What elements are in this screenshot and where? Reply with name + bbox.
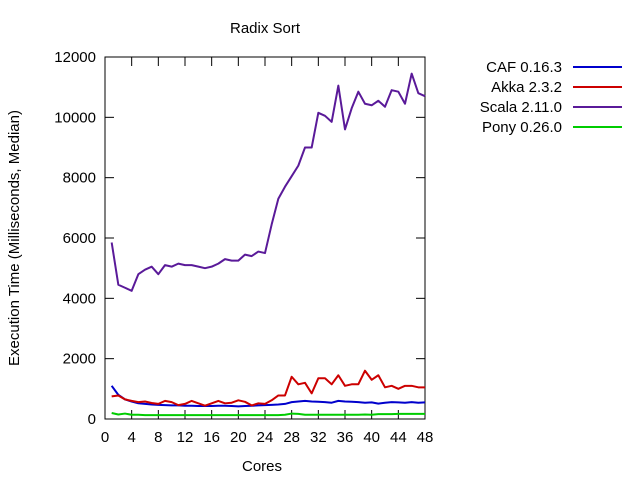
legend-label: Scala 2.11.0 (480, 99, 562, 116)
legend-label: Pony 0.26.0 (482, 119, 562, 136)
x-tick-label: 12 (177, 429, 194, 446)
y-tick-label: 12000 (54, 49, 96, 66)
series-lines (110, 72, 426, 417)
x-tick-label: 36 (337, 429, 354, 446)
y-tick-label: 10000 (54, 109, 96, 126)
x-tick-label: 28 (283, 429, 300, 446)
x-tick-label: 40 (363, 429, 380, 446)
x-tick-label: 0 (101, 429, 109, 446)
x-tick-label: 44 (390, 429, 407, 446)
legend-label: CAF 0.16.3 (486, 59, 562, 76)
y-tick-label: 6000 (63, 230, 96, 247)
series-line (111, 411, 425, 417)
x-tick-label: 8 (154, 429, 162, 446)
legend: CAF 0.16.3 Akka 2.3.2 Scala 2.11.0 Pony 0.2… (480, 59, 622, 136)
x-axis: 0 4 8 12 16 20 24 28 32 36 40 44 48 (101, 57, 434, 446)
y-axis-label: Execution Time (Milliseconds, Median) (6, 110, 23, 366)
x-tick-label: 24 (257, 429, 274, 446)
series-line (110, 72, 426, 292)
series-line (110, 385, 426, 408)
x-tick-label: 4 (127, 429, 135, 446)
y-tick-label: 4000 (63, 290, 96, 307)
x-axis-label: Cores (242, 458, 282, 475)
series-line (111, 369, 425, 407)
legend-label: Akka 2.3.2 (491, 79, 562, 96)
y-tick-label: 0 (88, 411, 96, 428)
x-tick-label: 16 (203, 429, 220, 446)
x-tick-label: 20 (230, 429, 247, 446)
chart-title: Radix Sort (230, 20, 301, 37)
plot-frame (104, 56, 426, 420)
y-tick-label: 2000 (63, 351, 96, 368)
y-tick-label: 8000 (63, 170, 96, 187)
x-tick-label: 48 (417, 429, 434, 446)
x-tick-label: 32 (310, 429, 327, 446)
y-axis: 0 2000 4000 6000 8000 10000 12000 (54, 49, 425, 428)
